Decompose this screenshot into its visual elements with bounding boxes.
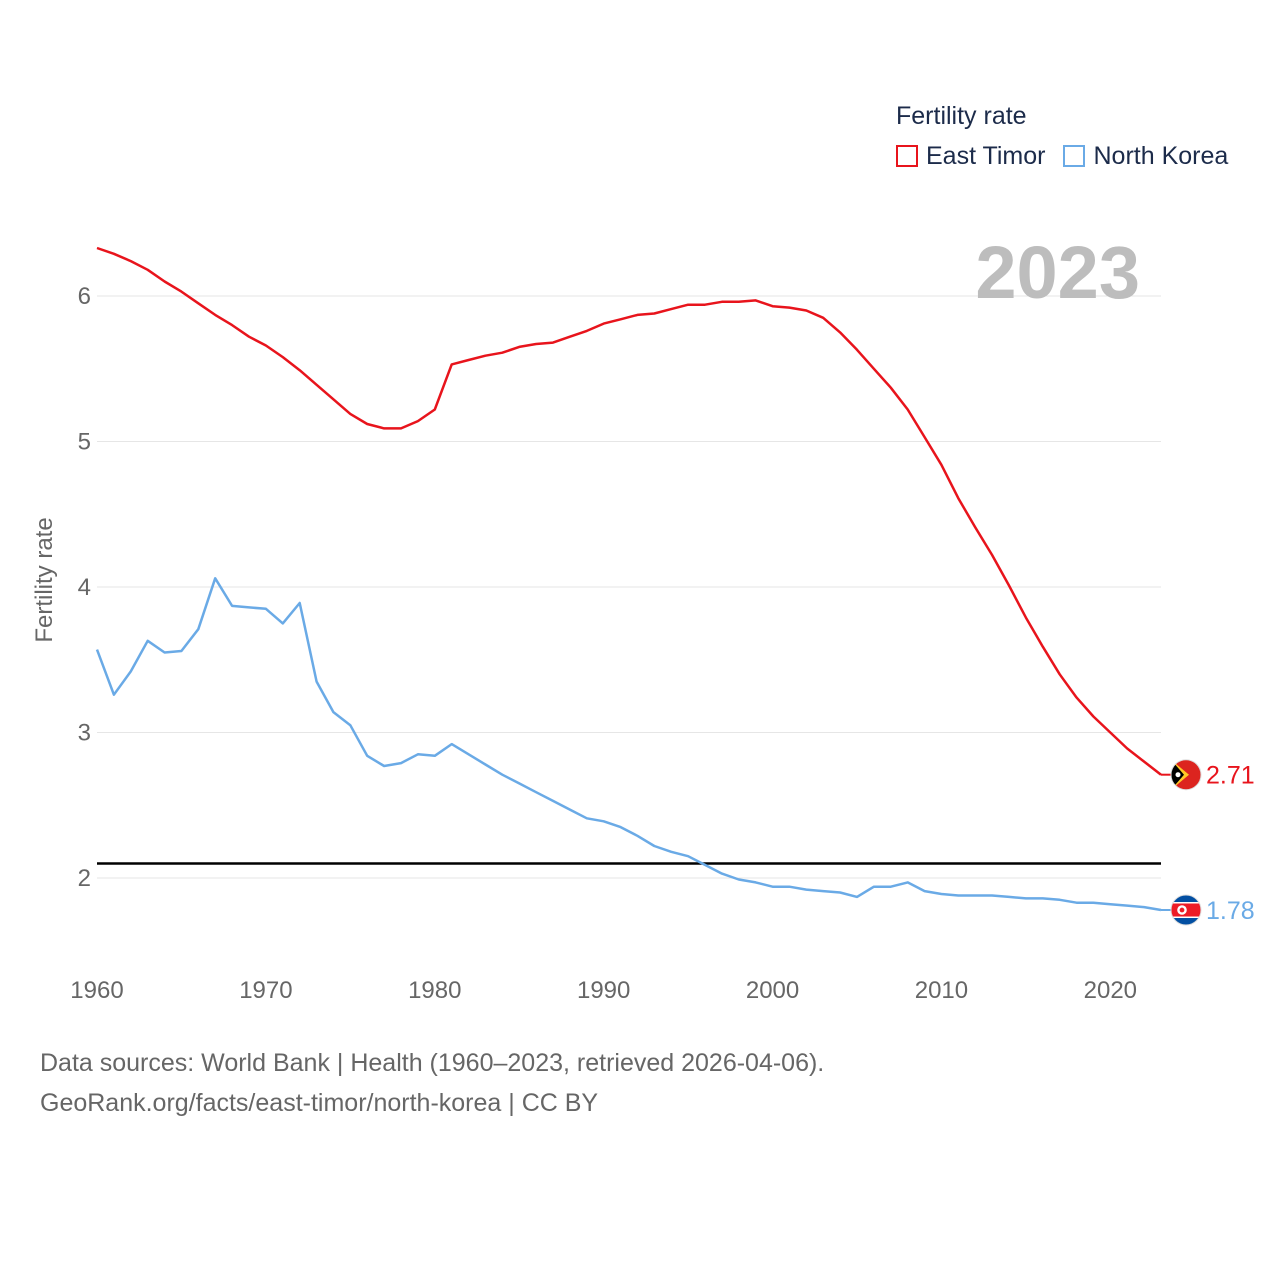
legend: Fertility rate East Timor North Korea [896, 100, 1246, 172]
y-tick-label-5: 5 [78, 429, 91, 456]
footer-link: GeoRank.org/facts/east-timor/north-korea… [40, 1089, 599, 1117]
y-tick-label-3: 3 [78, 720, 91, 747]
end-label-north-korea: 1.78 [1206, 897, 1255, 925]
x-tick-label-2010: 2010 [915, 977, 968, 1004]
x-tick-label-1970: 1970 [239, 977, 292, 1004]
x-tick-label-2000: 2000 [746, 977, 799, 1004]
footer: Data sources: World Bank | Health (1960–… [40, 1043, 824, 1123]
series-lines [95, 246, 1162, 912]
x-axis-ticks: 1960 1970 1980 1990 2000 2010 2020 [70, 977, 1137, 1004]
y-tick-label-6: 6 [78, 283, 91, 310]
x-tick-label-1980: 1980 [408, 977, 461, 1004]
legend-title: Fertility rate [896, 102, 1027, 130]
x-tick-label-1990: 1990 [577, 977, 630, 1004]
y-tick-label-2: 2 [78, 865, 91, 892]
series-line-north-korea [95, 577, 1162, 912]
grid-lines [97, 295, 1161, 879]
y-axis-ticks: 2 3 4 5 6 [78, 283, 91, 892]
legend-item-north-korea[interactable]: North Korea [1063, 140, 1228, 172]
legend-label-north-korea: North Korea [1093, 142, 1229, 170]
footer-source: Data sources: World Bank | Health (1960–… [40, 1049, 825, 1077]
legend-label-east-timor: East Timor [926, 142, 1046, 170]
legend-swatch-east-timor [896, 145, 918, 167]
x-tick-label-2020: 2020 [1084, 977, 1137, 1004]
series-line-east-timor [96, 246, 1162, 776]
north-korea-flag-icon [1170, 894, 1202, 926]
east-timor-flag-icon [1170, 759, 1202, 791]
y-axis-label: Fertility rate [31, 517, 58, 642]
legend-swatch-north-korea [1063, 145, 1086, 167]
legend-items: East Timor North Korea [896, 140, 1246, 172]
end-markers: 2.71 1.78 [1161, 759, 1255, 926]
x-tick-label-1960: 1960 [70, 977, 123, 1004]
year-label: 2023 [975, 231, 1140, 314]
legend-item-east-timor[interactable]: East Timor [896, 140, 1045, 172]
y-tick-label-4: 4 [78, 574, 91, 601]
end-label-east-timor: 2.71 [1206, 762, 1255, 790]
